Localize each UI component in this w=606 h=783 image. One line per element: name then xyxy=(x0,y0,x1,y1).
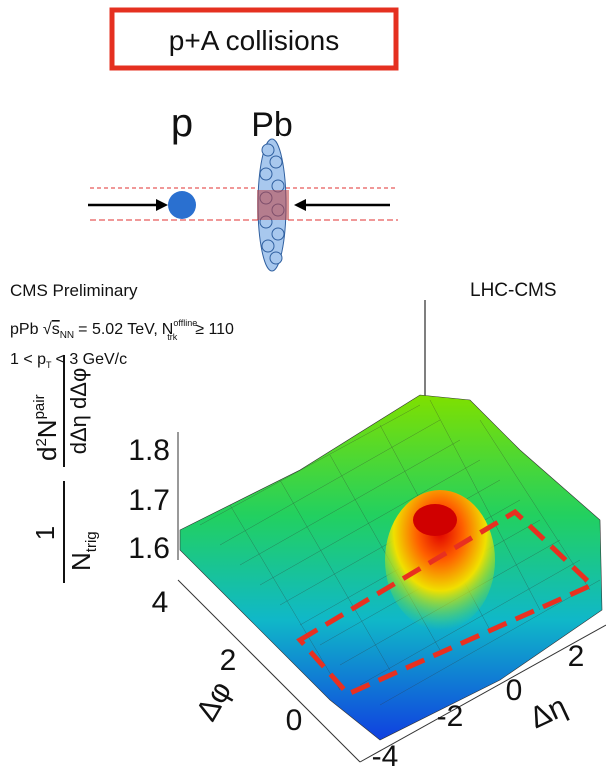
arrow-head xyxy=(156,199,168,211)
z-tick-label: 1.8 xyxy=(128,434,170,467)
eta-tick-label: -4 xyxy=(372,740,399,773)
pt-start: 1 < p xyxy=(10,351,46,368)
proton xyxy=(168,191,196,219)
target-label: Pb xyxy=(251,106,293,144)
eta-tick-label: 2 xyxy=(568,640,585,673)
system-label: pPb √sNN = 5.02 TeV, Noffline trk ≥ 110 xyxy=(10,318,234,342)
mult-sub: trk xyxy=(167,332,177,342)
energy-value: = 5.02 TeV, xyxy=(78,321,158,338)
phi-axis xyxy=(177,579,361,763)
corner-label: LHC-CMS xyxy=(470,280,557,301)
eta-tick-label: 0 xyxy=(506,674,523,707)
pt-label: 1 < pT < 3 GeV/c xyxy=(10,351,127,370)
ridge-box xyxy=(296,508,597,698)
z-numerator: d2Npair xyxy=(31,394,62,461)
phi-tick-label: 0 xyxy=(286,704,303,737)
mult-cut: ≥ 110 xyxy=(195,321,234,338)
arrow-head xyxy=(294,199,306,211)
near-side-peak xyxy=(385,490,495,630)
eta-label: Δη xyxy=(525,690,572,735)
z-two: 2 xyxy=(33,438,50,446)
z-axis-label: 1 Ntrig d2Npair dΔη dΔφ xyxy=(30,355,100,583)
title-box xyxy=(109,7,399,71)
energy-sub: NN xyxy=(60,330,74,341)
z-denominator: dΔη dΔφ xyxy=(66,368,91,454)
z-d: d xyxy=(32,447,62,461)
eta-axis xyxy=(359,624,606,763)
energy-symbol: s xyxy=(52,321,60,338)
z-pair: pair xyxy=(31,394,48,419)
z-one: 1 xyxy=(30,526,60,540)
projectile-label: p xyxy=(171,101,193,145)
experiment-label: CMS Preliminary xyxy=(10,281,138,300)
z-tick-label: 1.7 xyxy=(128,484,170,517)
z-tick-label: 1.6 xyxy=(128,532,170,565)
peak-top xyxy=(413,504,457,536)
z-ntrig: Ntrig xyxy=(66,531,100,571)
z-npair: N xyxy=(32,419,62,438)
mult-symbol: N xyxy=(162,321,174,338)
pt-end: < 3 GeV/c xyxy=(56,351,128,368)
mult-sup: offline xyxy=(173,318,197,328)
title: p+A collisions xyxy=(169,25,339,56)
eta-tick-label: -2 xyxy=(437,700,464,733)
pt-sub: T xyxy=(46,360,52,370)
phi-tick-label: 2 xyxy=(220,644,237,677)
z-n: N xyxy=(66,552,96,571)
overlap-region xyxy=(257,190,289,220)
phi-tick-label: 4 xyxy=(152,586,169,619)
phi-label: Δφ xyxy=(190,676,238,727)
system: pPb xyxy=(10,321,39,338)
z-trig: trig xyxy=(83,531,100,552)
